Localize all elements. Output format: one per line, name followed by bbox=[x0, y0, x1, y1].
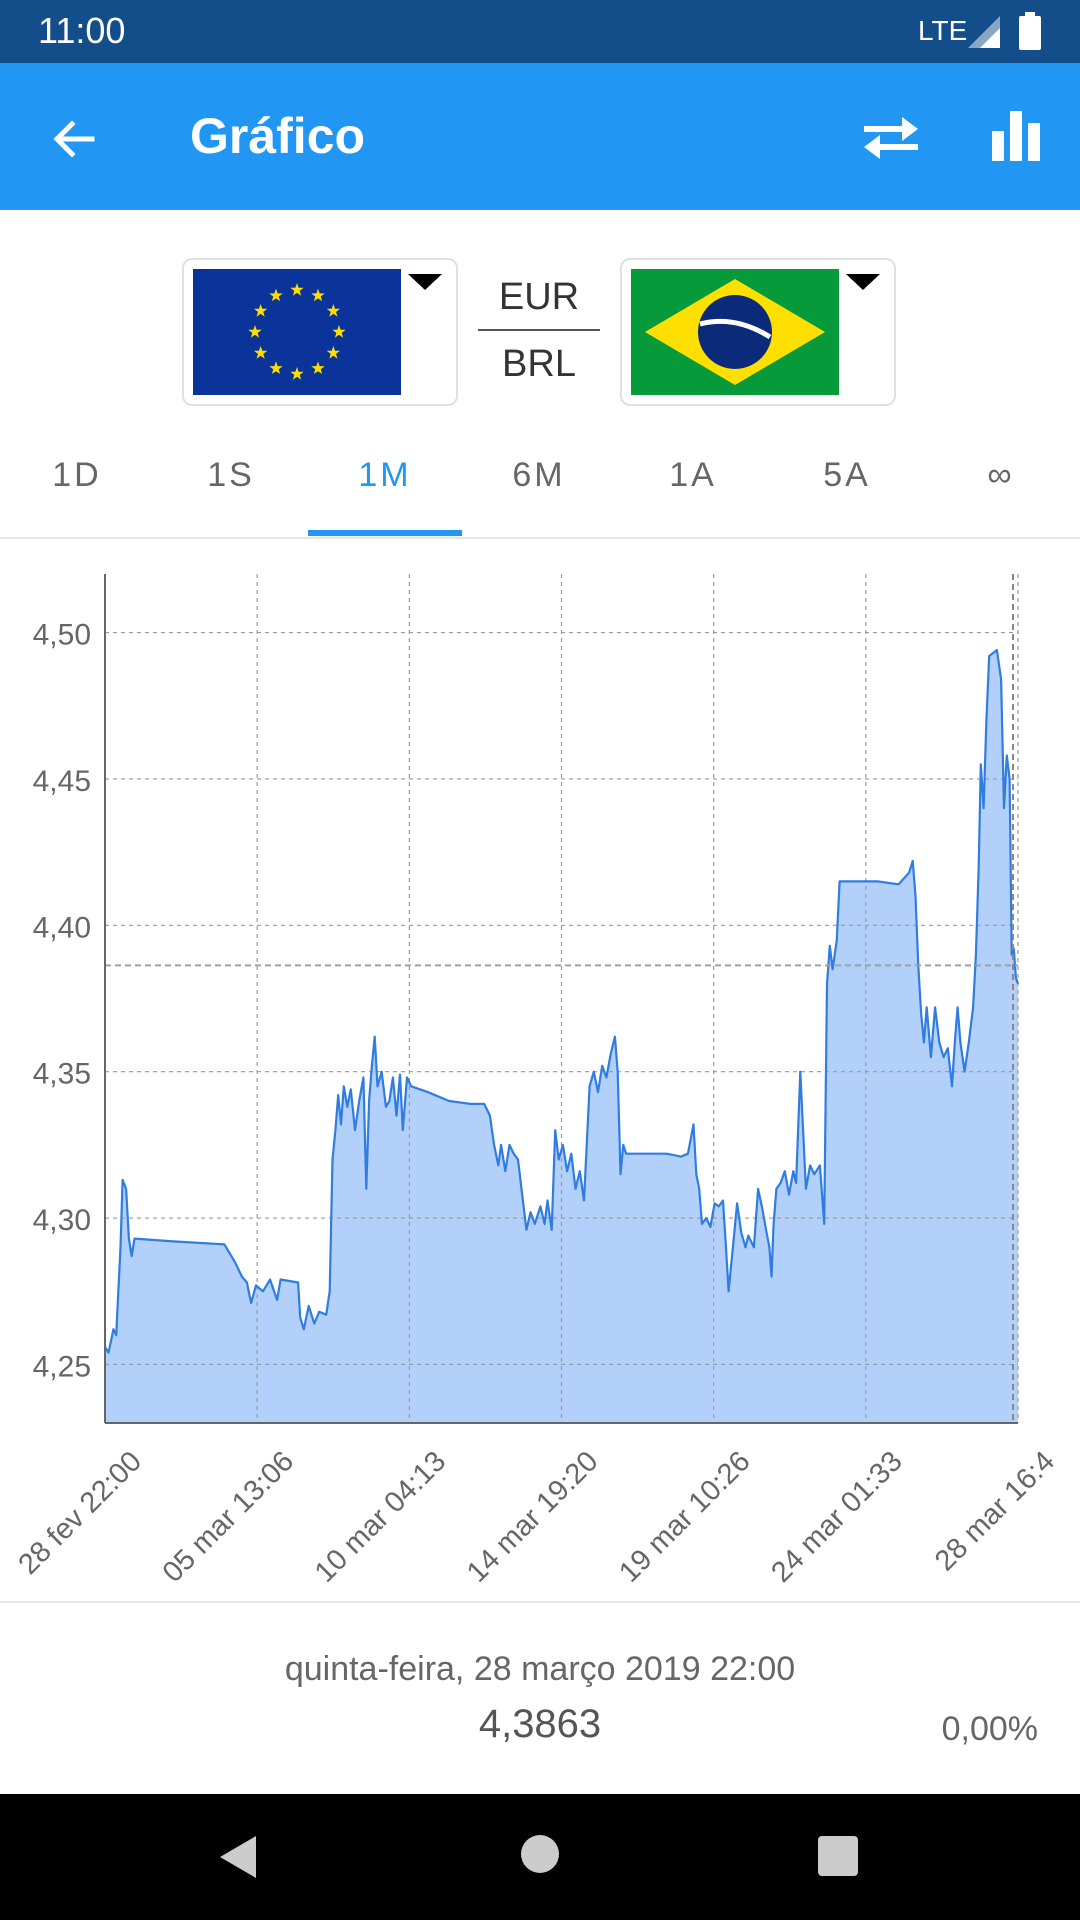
to-currency-code: BRL bbox=[502, 343, 576, 385]
tab-1s[interactable]: 1S bbox=[207, 456, 255, 494]
brazil-flag-icon bbox=[631, 269, 839, 395]
x-tick-label: 05 mar 13:06 bbox=[157, 1445, 300, 1588]
tab-6m[interactable]: 6M bbox=[512, 456, 566, 494]
nav-back-icon[interactable] bbox=[218, 1834, 258, 1880]
currency-pair: EUR BRL bbox=[478, 276, 600, 386]
eu-star-icon bbox=[254, 304, 268, 317]
tab-5a[interactable]: 5A bbox=[823, 456, 871, 494]
x-tick-label: 19 mar 10:26 bbox=[613, 1445, 756, 1588]
period-tabs: 1D 1S 1M 6M 1A 5A ∞ bbox=[0, 430, 1080, 539]
tab-1m[interactable]: 1M bbox=[358, 456, 412, 494]
eu-star-icon bbox=[269, 288, 283, 302]
rate-chart[interactable]: 4,50 4,45 4,40 4,35 4,30 4,25 28 fev 22:00 05 m… bbox=[0, 560, 1080, 1600]
chevron-down-icon bbox=[846, 274, 880, 290]
x-tick-label: 28 fev 22:00 bbox=[12, 1445, 148, 1581]
from-currency-selector[interactable] bbox=[182, 258, 458, 406]
rate-change: 0,00% bbox=[941, 1710, 1038, 1748]
divider bbox=[0, 1601, 1080, 1603]
x-tick-label: 10 mar 04:13 bbox=[309, 1445, 452, 1588]
navigation-bar bbox=[0, 1794, 1080, 1920]
tab-1d[interactable]: 1D bbox=[52, 456, 102, 494]
selected-rate: 4,3863 bbox=[478, 1702, 602, 1746]
network-label: LTE bbox=[918, 15, 968, 46]
eu-star-icon bbox=[254, 346, 268, 359]
eu-star-icon bbox=[326, 304, 340, 317]
chevron-down-icon bbox=[408, 274, 442, 290]
eu-star-icon bbox=[311, 361, 325, 374]
eu-star-icon bbox=[326, 346, 340, 359]
y-tick-label: 4,50 bbox=[33, 619, 91, 652]
y-tick-label: 4,25 bbox=[33, 1350, 91, 1383]
app-bar: Gráfico bbox=[0, 63, 1080, 210]
tab-indicator bbox=[308, 530, 462, 536]
bar-chart-icon[interactable] bbox=[990, 105, 1042, 165]
y-tick-label: 4,45 bbox=[33, 765, 91, 798]
eu-flag-icon bbox=[193, 269, 401, 395]
eu-star-icon bbox=[290, 283, 304, 296]
pair-divider bbox=[478, 329, 600, 331]
selected-date: quinta-feira, 28 março 2019 22:00 bbox=[284, 1650, 796, 1688]
nav-recents-icon[interactable] bbox=[818, 1836, 858, 1876]
eu-star-icon bbox=[311, 288, 325, 302]
x-tick-label: 28 mar 16:4 bbox=[929, 1445, 1061, 1577]
chart-area bbox=[105, 650, 1018, 1423]
eu-star-icon bbox=[269, 361, 283, 374]
to-currency-selector[interactable] bbox=[620, 258, 896, 406]
eu-star-icon bbox=[290, 367, 304, 380]
arrow-left-icon[interactable] bbox=[44, 109, 104, 169]
x-tick-label: 24 mar 01:33 bbox=[765, 1445, 908, 1588]
status-bar: 11:00 LTE bbox=[0, 0, 1080, 63]
tab-1a[interactable]: 1A bbox=[669, 456, 717, 494]
tab-all[interactable]: ∞ bbox=[987, 456, 1015, 494]
y-tick-label: 4,35 bbox=[33, 1058, 91, 1091]
status-time: 11:00 bbox=[38, 10, 126, 51]
battery-icon bbox=[1019, 12, 1041, 50]
x-tick-label: 14 mar 19:20 bbox=[461, 1445, 604, 1588]
series-line bbox=[104, 649, 1020, 1354]
page-title: Gráfico bbox=[190, 108, 366, 164]
y-tick-label: 4,30 bbox=[33, 1204, 91, 1237]
y-tick-label: 4,40 bbox=[33, 911, 91, 944]
signal-icon bbox=[968, 16, 1000, 48]
nav-home-icon[interactable] bbox=[520, 1834, 560, 1874]
from-currency-code: EUR bbox=[498, 276, 580, 318]
swap-arrows-icon[interactable] bbox=[858, 107, 924, 167]
eu-star-icon bbox=[248, 325, 262, 338]
eu-star-icon bbox=[332, 325, 346, 338]
